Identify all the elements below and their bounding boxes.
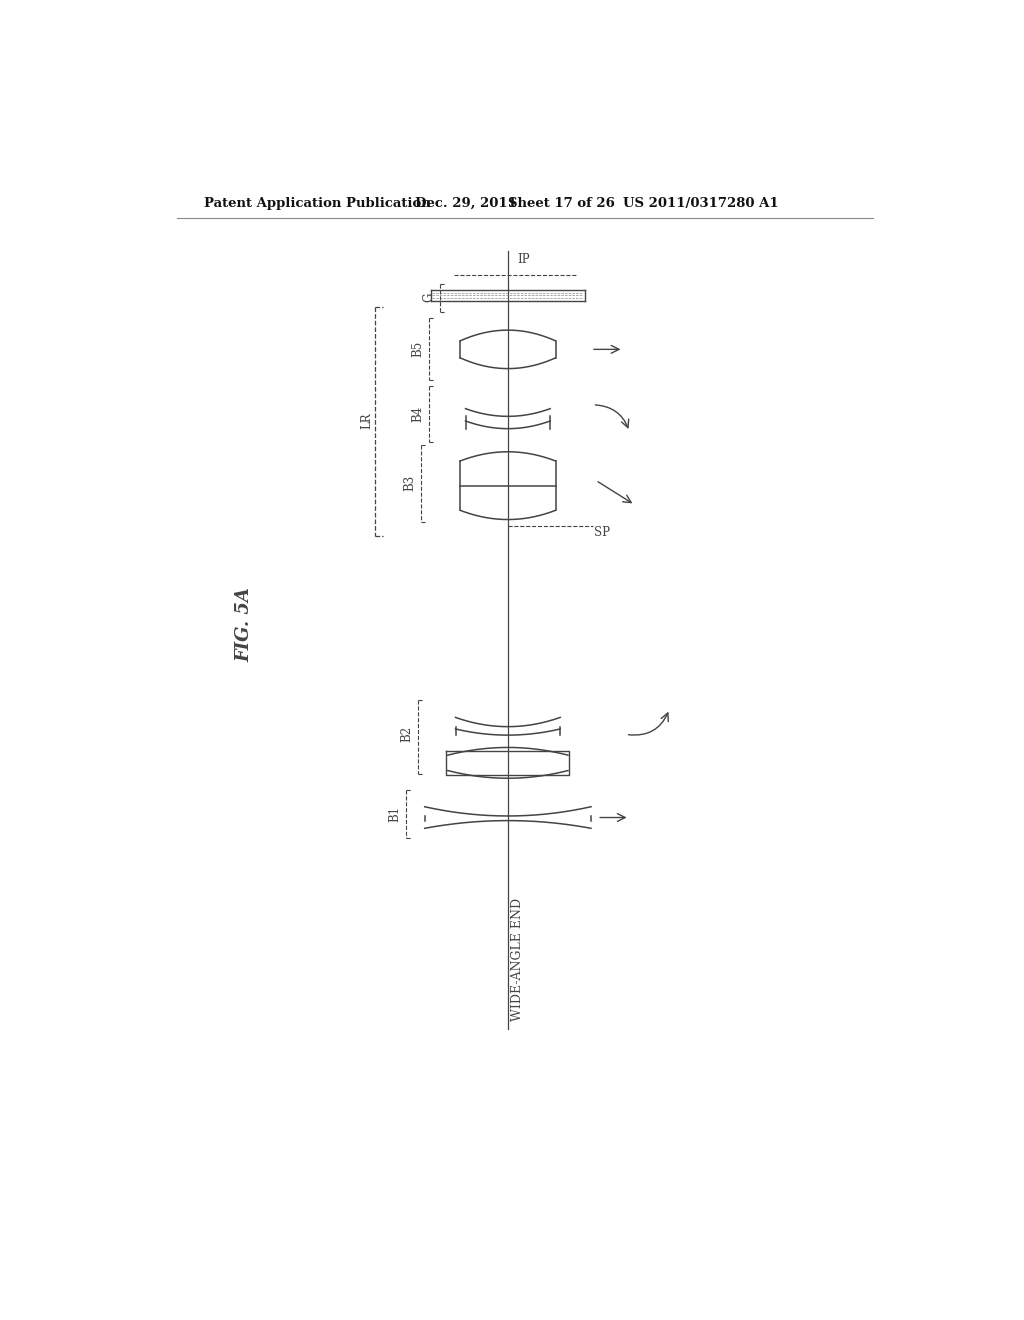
Text: B5: B5 [411, 342, 424, 358]
Text: SP: SP [594, 527, 610, 539]
Text: US 2011/0317280 A1: US 2011/0317280 A1 [624, 197, 779, 210]
Text: LR: LR [360, 412, 374, 429]
Text: FIG. 5A: FIG. 5A [236, 587, 254, 661]
Text: B2: B2 [400, 726, 413, 742]
Text: Dec. 29, 2011: Dec. 29, 2011 [416, 197, 517, 210]
Text: G: G [423, 293, 435, 302]
Text: WIDE-ANGLE END: WIDE-ANGLE END [511, 898, 524, 1020]
Text: B3: B3 [403, 475, 416, 491]
Text: B1: B1 [388, 805, 401, 822]
Text: B4: B4 [411, 407, 424, 422]
Text: Sheet 17 of 26: Sheet 17 of 26 [508, 197, 614, 210]
Text: Patent Application Publication: Patent Application Publication [204, 197, 430, 210]
Text: IP: IP [517, 253, 529, 267]
